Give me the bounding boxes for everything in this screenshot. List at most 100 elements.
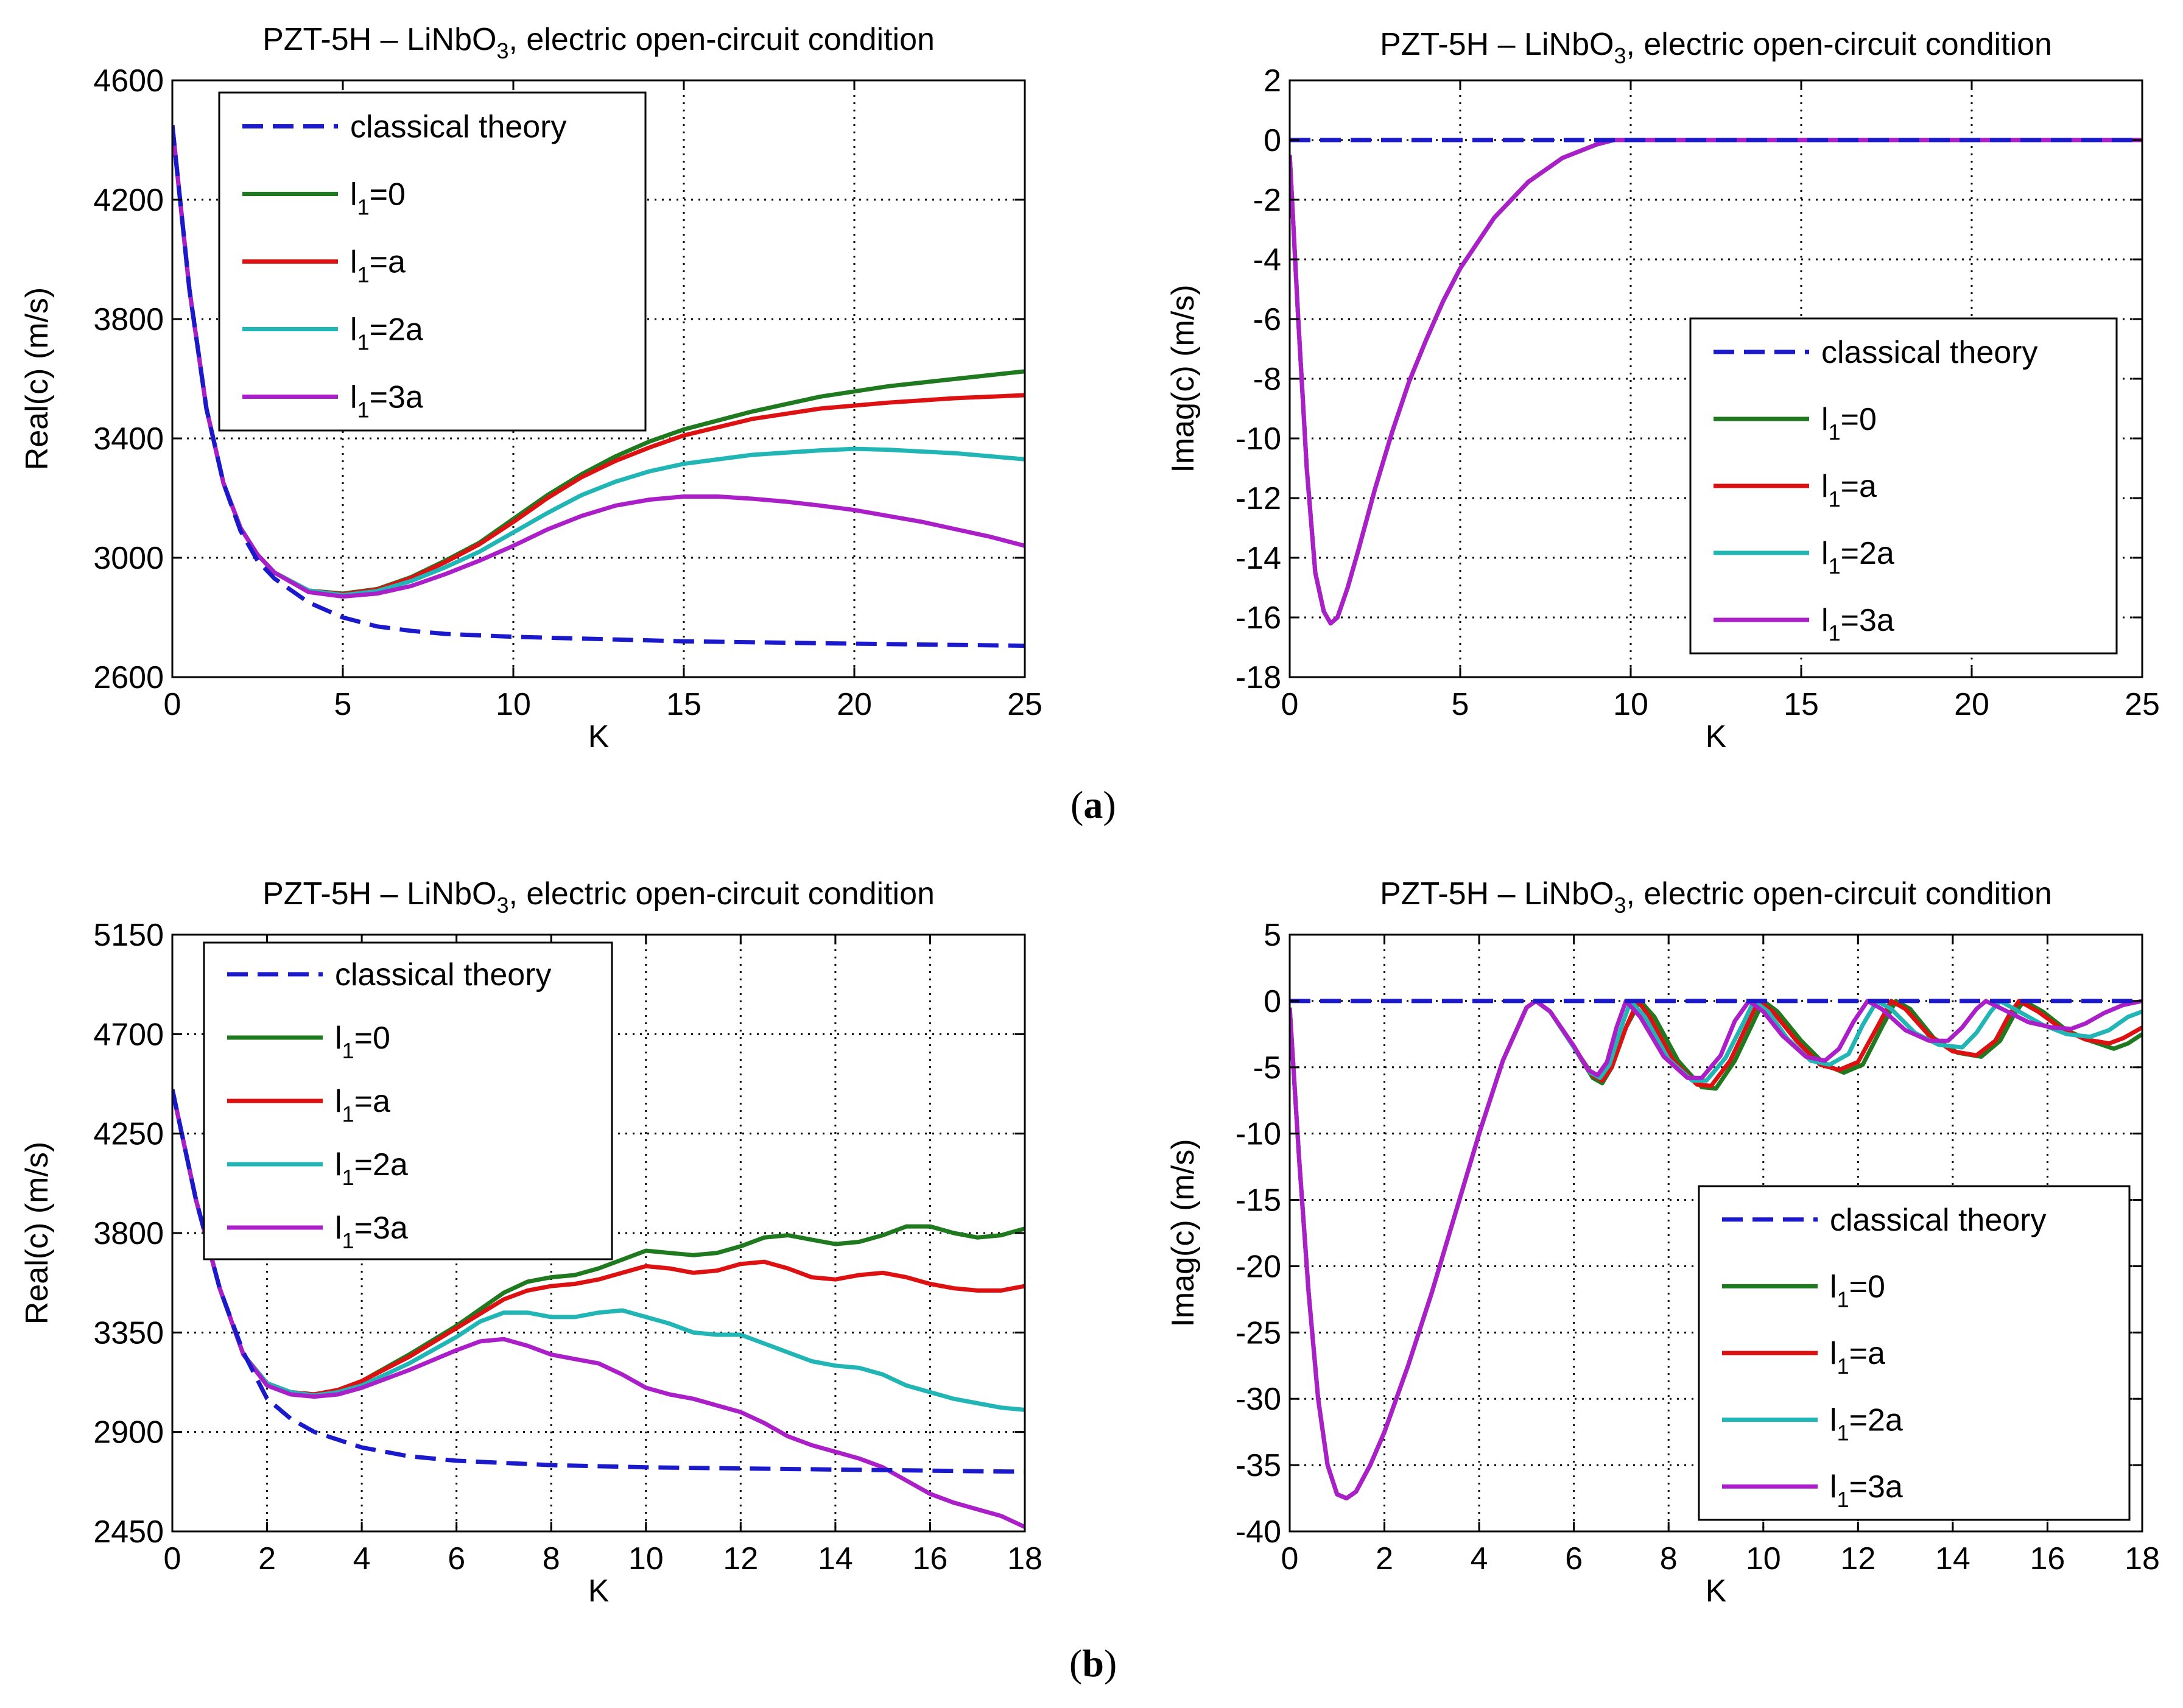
y-tick-label: -4 (1253, 242, 1281, 278)
legend-label: l1=2a (350, 312, 423, 355)
x-tick-label: 6 (1565, 1541, 1583, 1576)
y-tick-label: -30 (1236, 1382, 1281, 1417)
chart-b-real: 0 2 4 6 8 10 12 14 16 18 2450 2900 3350 3800 4250 4700 5… (19, 876, 1042, 1609)
x-tick-label: 15 (1784, 687, 1819, 722)
x-tick-label: 20 (1954, 687, 1989, 722)
x-tick-label: 6 (448, 1541, 465, 1576)
y-tick-label: -16 (1236, 600, 1281, 636)
series-line-classical-theory (172, 1089, 1025, 1474)
y-tick-label: -2 (1253, 183, 1281, 218)
x-tick-label: 10 (1746, 1541, 1781, 1576)
y-tick-label: -5 (1253, 1050, 1281, 1086)
legend-label: l1=0 (1830, 1269, 1885, 1312)
legend-a-imag: classical theory l1=0 l1=a l1=2a l1=3a (1689, 317, 2118, 655)
axes-box-b-imag (1288, 933, 2143, 1533)
chart-title: PZT-5H – LiNbO3, electric open-circuit c… (262, 22, 935, 63)
series-line-classical-theory (172, 125, 1025, 648)
y-tick-label: 3800 (93, 302, 164, 337)
y-tick-label: -25 (1236, 1315, 1281, 1351)
x-tick-label: 18 (1007, 1541, 1042, 1576)
y-axis-label: Imag(c) (m/s) (1165, 284, 1201, 473)
x-tick-label: 4 (353, 1541, 371, 1576)
y-tick-label: 4200 (93, 183, 164, 218)
y-axis-label: Imag(c) (m/s) (1165, 1139, 1201, 1327)
y-axis-label: Real(c) (m/s) (19, 287, 55, 470)
x-tick-label: 8 (1660, 1541, 1678, 1576)
chart-title: PZT-5H – LiNbO3, electric open-circuit c… (1380, 876, 2052, 918)
legend-label: l1=3a (1830, 1469, 1903, 1512)
y-tick-label: -14 (1236, 541, 1281, 576)
legend-label: l1=2a (335, 1147, 408, 1190)
chart-title: PZT-5H – LiNbO3, electric open-circuit c… (1380, 27, 2052, 68)
legend-a-real: classical theory l1=0 l1=a l1=2a l1=3a (218, 91, 647, 432)
y-tick-label: -40 (1236, 1514, 1281, 1550)
y-tick-label: 2900 (93, 1415, 164, 1450)
chart-a-real: 0 5 10 15 20 25 2600 3000 3400 3800 4200 4600 K Real(… (19, 22, 1042, 754)
x-tick-label: 15 (666, 687, 701, 722)
x-axis-label: K (1706, 1573, 1727, 1609)
series-line-l1-3a (1290, 999, 2142, 1501)
y-tick-label: -15 (1236, 1183, 1281, 1218)
y-tick-label: -8 (1253, 362, 1281, 397)
x-tick-label: 0 (1281, 687, 1299, 722)
y-tick-label: 2450 (93, 1514, 164, 1550)
legend-label: l1=0 (1821, 402, 1877, 445)
chart-title: PZT-5H – LiNbO3, electric open-circuit c… (262, 876, 935, 918)
legend-b-real: classical theory l1=0 l1=a l1=2a l1=3a (203, 941, 613, 1260)
x-tick-label: 10 (1613, 687, 1648, 722)
panel-label-a: (a) (1070, 783, 1116, 826)
x-tick-label: 5 (1452, 687, 1469, 722)
panel-label-b: (b) (1069, 1642, 1117, 1685)
y-tick-label: 3800 (93, 1216, 164, 1251)
x-tick-label: 2 (258, 1541, 276, 1576)
y-tick-label: 4600 (93, 63, 164, 99)
y-tick-label: 3400 (93, 421, 164, 457)
x-axis-label: K (588, 719, 610, 754)
series-group-b-imag (1290, 999, 2142, 1501)
y-tick-label: -12 (1236, 481, 1281, 516)
x-tick-label: 12 (723, 1541, 758, 1576)
x-tick-label: 16 (913, 1541, 948, 1576)
x-tick-label: 8 (543, 1541, 560, 1576)
x-tick-label: 0 (1281, 1541, 1299, 1576)
y-tick-label: 5150 (93, 918, 164, 953)
legend-label: classical theory (350, 110, 566, 145)
legend-label: l1=a (1821, 469, 1877, 511)
legend-label: classical theory (1821, 335, 2037, 370)
y-tick-label: -10 (1236, 1117, 1281, 1152)
legend-label: l1=3a (1821, 603, 1894, 645)
series-line-l1-3a (172, 125, 1025, 599)
x-tick-label: 14 (818, 1541, 853, 1576)
legend-label: l1=3a (350, 380, 423, 423)
series-group-a-real (172, 125, 1025, 648)
y-tick-label: 4250 (93, 1117, 164, 1152)
legend-label: l1=a (1830, 1336, 1885, 1379)
y-tick-label: -6 (1253, 302, 1281, 337)
x-tick-label: 0 (164, 687, 181, 722)
legend-label: l1=3a (335, 1211, 408, 1253)
legend-label: l1=0 (350, 177, 406, 220)
legend-label: l1=a (350, 245, 406, 287)
y-tick-label: -35 (1236, 1448, 1281, 1483)
grid-a-real (172, 80, 1025, 677)
legend-label: l1=2a (1821, 536, 1894, 578)
series-group-a-imag (1290, 138, 2142, 626)
y-axis-label: Real(c) (m/s) (19, 1142, 55, 1324)
y-tick-label: -20 (1236, 1249, 1281, 1284)
legend-label: l1=a (335, 1084, 390, 1126)
x-axis-label: K (1706, 719, 1727, 754)
series-group-b-real (172, 1089, 1025, 1529)
x-tick-label: 25 (2125, 687, 2160, 722)
panel-label-a-text: a (1083, 783, 1103, 826)
x-tick-label: 10 (628, 1541, 664, 1576)
chart-a-imag: 0 5 10 15 20 25 -18 -16 -14 -12 -10 -8 -6 -4 -2 0 2 K Imag… (1165, 27, 2160, 754)
y-tick-label: -10 (1236, 421, 1281, 457)
x-tick-label: 4 (1471, 1541, 1488, 1576)
y-tick-label: 2 (1264, 63, 1281, 99)
y-tick-label: 3350 (93, 1315, 164, 1351)
y-tick-label: 4700 (93, 1017, 164, 1052)
legend-label: classical theory (335, 957, 551, 993)
x-tick-label: 16 (2030, 1541, 2065, 1576)
grid-b-real (172, 935, 1025, 1531)
